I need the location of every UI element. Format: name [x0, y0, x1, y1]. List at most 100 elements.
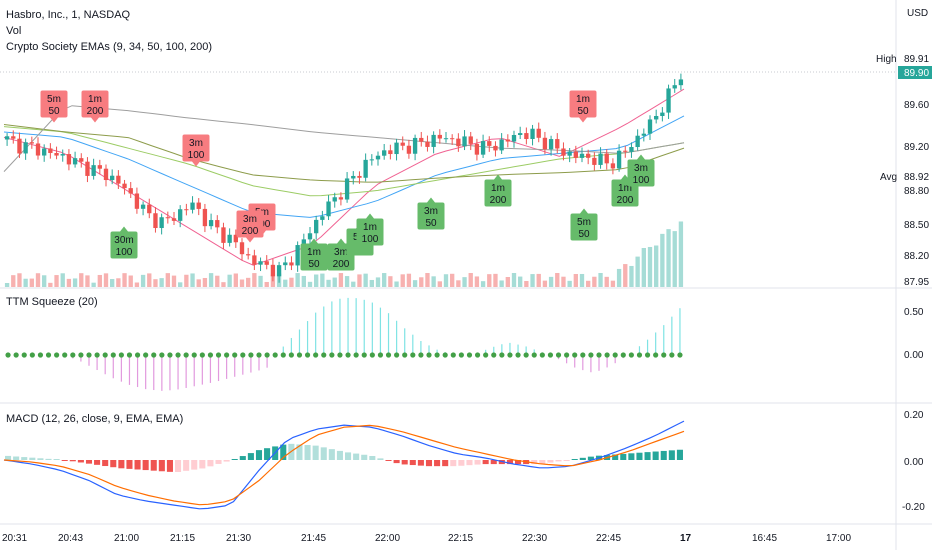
- ttm-legend[interactable]: TTM Squeeze (20): [6, 296, 98, 308]
- volume-bar: [320, 273, 325, 287]
- squeeze-dot: [280, 352, 286, 358]
- candle-body: [276, 265, 282, 277]
- squeeze-dot: [661, 352, 667, 358]
- macd-histogram-bar: [409, 460, 416, 466]
- volume-bar: [283, 279, 288, 287]
- macd-histogram-bar: [320, 447, 327, 460]
- price-tick: 89.60: [904, 100, 929, 111]
- squeeze-dot: [394, 352, 400, 358]
- candle-body: [468, 136, 473, 144]
- volume-bar: [196, 279, 201, 287]
- currency-label: USD: [907, 8, 928, 19]
- time-tick: 21:15: [170, 533, 195, 544]
- candle-body: [110, 175, 115, 181]
- macd-histogram-bar: [506, 460, 513, 465]
- time-tick: 22:00: [375, 533, 400, 544]
- marker-timeframe: 3m: [424, 206, 438, 217]
- marker-period: 100: [633, 175, 650, 186]
- squeeze-dot: [151, 352, 157, 358]
- volume-bar: [456, 280, 461, 287]
- candle-body: [573, 151, 578, 158]
- marker-period: 100: [188, 150, 205, 161]
- candle-body: [184, 209, 189, 211]
- macd-histogram-bar: [118, 460, 125, 469]
- volume-bar: [264, 281, 269, 287]
- macd-histogram-bar: [353, 453, 360, 460]
- squeeze-dot: [426, 352, 432, 358]
- macd-histogram-bar: [94, 460, 101, 465]
- symbol-title[interactable]: Hasbro, Inc., 1, NASDAQ: [6, 9, 131, 21]
- candle-body: [412, 137, 418, 154]
- squeeze-dot: [564, 352, 570, 358]
- squeeze-dot: [620, 352, 626, 358]
- last-price-value: 89.90: [904, 68, 929, 79]
- candle-body: [647, 119, 653, 134]
- price-scale[interactable]: USD High 89.91 89.90 89.60 89.20 Avg 88.…: [876, 8, 932, 513]
- volume-bar: [72, 278, 78, 287]
- candle-body: [555, 139, 560, 149]
- squeeze-dot: [224, 352, 230, 358]
- candle-body: [17, 138, 22, 154]
- squeeze-dot: [21, 352, 27, 358]
- volume-bar: [233, 273, 238, 287]
- marker-period: 200: [87, 106, 104, 117]
- candle-body: [536, 128, 541, 138]
- volume-bar: [406, 273, 412, 287]
- candle-body: [654, 115, 659, 120]
- volume-bar: [431, 276, 436, 287]
- volume-bar: [202, 277, 208, 287]
- candle-body: [202, 208, 208, 227]
- time-axis[interactable]: 20:31 20:43 21:00 21:15 21:30 21:45 22:0…: [2, 533, 851, 544]
- candles: [4, 73, 684, 283]
- marker-pointer: [366, 213, 374, 219]
- volume-bar: [344, 276, 350, 287]
- macd-legend[interactable]: MACD (12, 26, close, 9, EMA, EMA): [6, 413, 184, 425]
- marker-period: 100: [362, 234, 379, 245]
- marker-period: 50: [577, 106, 589, 117]
- macd-histogram-bar: [110, 460, 117, 468]
- candle-body: [295, 245, 300, 266]
- time-tick: 21:30: [226, 533, 251, 544]
- volume-bar: [147, 273, 152, 287]
- candle-body: [375, 155, 381, 160]
- squeeze-dot: [499, 352, 505, 358]
- macd-histogram-bar: [13, 456, 20, 460]
- macd-histogram-bar: [29, 457, 36, 460]
- ema-legend[interactable]: Crypto Society EMAs (9, 34, 50, 100, 200…: [6, 41, 213, 53]
- candle-body: [42, 148, 47, 156]
- volume-bar: [54, 275, 59, 287]
- volume-legend[interactable]: Vol: [6, 25, 22, 37]
- squeeze-dot: [37, 352, 44, 358]
- marker-timeframe: 3m: [634, 163, 648, 174]
- macd-histogram-bar: [69, 460, 76, 462]
- macd-histogram-bar: [490, 460, 497, 465]
- squeeze-dot: [272, 352, 278, 358]
- marker-box: [627, 159, 655, 187]
- candle-body: [419, 137, 424, 142]
- squeeze-dot: [102, 352, 108, 358]
- candle-body: [586, 153, 591, 158]
- time-tick: 20:43: [58, 533, 83, 544]
- macd-histogram-bar: [199, 460, 206, 469]
- volume-bar: [573, 274, 578, 287]
- volume-bar: [153, 279, 158, 287]
- ema-line-4: [3, 124, 685, 183]
- volume-bar: [400, 274, 405, 287]
- candle-body: [579, 153, 585, 158]
- candle-body: [147, 204, 152, 214]
- volume-bar: [425, 273, 430, 287]
- macd-histogram-bar: [417, 460, 424, 466]
- marker-pointer: [579, 117, 587, 123]
- time-tick: 21:00: [114, 533, 139, 544]
- candle-body: [672, 85, 677, 89]
- volume-bar: [221, 282, 226, 287]
- macd-histogram-bar: [296, 444, 303, 460]
- macd-tick: -0.20: [902, 502, 925, 513]
- squeeze-dot: [653, 352, 659, 358]
- volume-bar: [48, 282, 53, 287]
- macd-histogram-bar: [134, 460, 141, 470]
